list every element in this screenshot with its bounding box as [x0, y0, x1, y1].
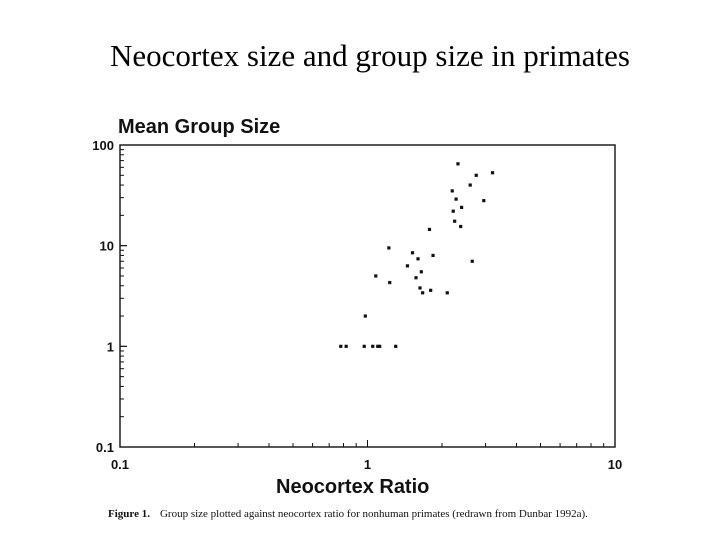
- data-point: [445, 291, 449, 295]
- x-tick-label: 1: [364, 457, 371, 472]
- slide-title: Neocortex size and group size in primate…: [110, 38, 630, 73]
- data-point: [387, 246, 391, 250]
- data-point: [468, 183, 472, 187]
- data-point: [378, 344, 382, 348]
- x-axis-label: Neocortex Ratio: [276, 476, 430, 498]
- data-point: [414, 276, 418, 280]
- data-point: [454, 197, 458, 201]
- data-point: [344, 344, 348, 348]
- x-tick-label: 10: [608, 457, 622, 472]
- y-tick-label: 1: [107, 339, 114, 354]
- data-point: [374, 274, 378, 278]
- plot-frame: [119, 144, 616, 448]
- data-point: [339, 344, 343, 348]
- y-tick-label: 10: [100, 239, 114, 254]
- figure-caption-label: Figure 1.: [108, 508, 150, 520]
- y-tick-label: 0.1: [96, 440, 114, 455]
- data-point: [410, 251, 415, 255]
- data-points: [339, 162, 495, 348]
- data-point: [363, 314, 367, 318]
- y-tick-labels: 100 10 1 0.1: [92, 138, 114, 455]
- data-point: [362, 344, 366, 348]
- data-point: [460, 205, 464, 209]
- data-point: [459, 224, 463, 229]
- data-point: [490, 171, 495, 175]
- data-point: [418, 286, 422, 290]
- y-axis-label: Mean Group Size: [118, 116, 281, 138]
- figure-caption-text: Group size plotted against neocortex rat…: [159, 508, 588, 520]
- x-tick-labels: 0.1 1 10: [111, 457, 622, 472]
- data-point: [427, 227, 432, 232]
- figure-caption: Figure 1. Group size plotted against neoc…: [108, 508, 588, 520]
- data-point: [456, 162, 460, 166]
- y-tick-label: 100: [92, 138, 114, 153]
- data-point: [470, 259, 474, 263]
- data-point: [450, 189, 454, 193]
- data-point: [371, 344, 375, 348]
- x-tick-label: 0.1: [111, 457, 129, 472]
- data-point: [453, 219, 457, 223]
- data-point: [419, 270, 423, 274]
- y-minor-ticks: [120, 144, 127, 448]
- data-point: [416, 257, 420, 261]
- data-point: [376, 344, 380, 348]
- data-point: [388, 280, 392, 285]
- data-point: [451, 209, 455, 213]
- data-point: [482, 199, 486, 203]
- data-point: [429, 288, 433, 292]
- x-minor-ticks: [119, 440, 616, 447]
- data-point: [431, 253, 435, 258]
- data-point: [421, 291, 425, 295]
- data-point: [394, 344, 398, 348]
- data-point: [405, 264, 410, 268]
- data-point: [474, 173, 478, 177]
